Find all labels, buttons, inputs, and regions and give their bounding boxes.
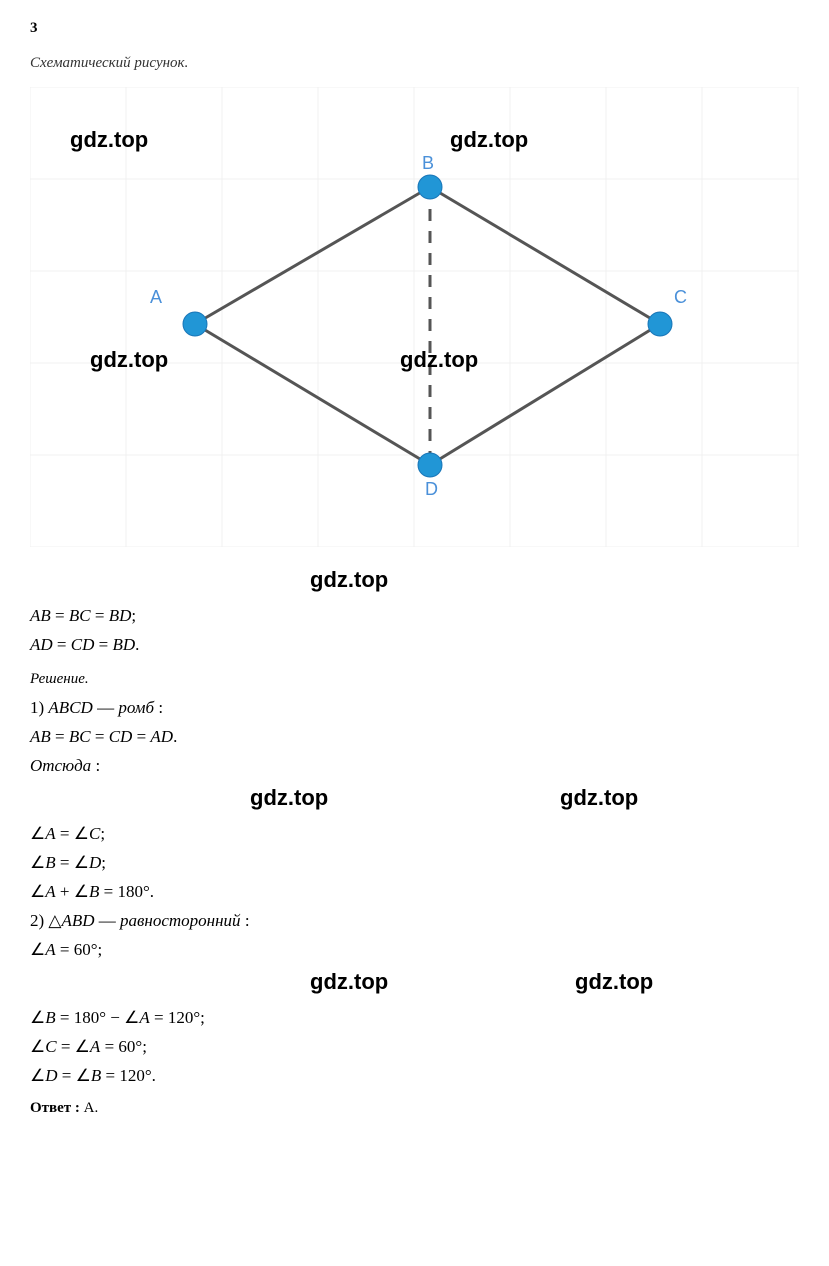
solution-line: ∠D = ∠B = 120°.	[30, 1066, 799, 1086]
solution-line: ∠A = ∠C;	[30, 824, 799, 844]
solution-line: AB = BC = CD = AD.	[30, 727, 799, 747]
watermark: gdz.top	[560, 785, 638, 811]
solution-line: ∠B = 180° − ∠A = 120°;	[30, 1008, 799, 1028]
answer-label: Ответ :	[30, 1100, 80, 1116]
given-line: AD = CD = BD.	[30, 635, 799, 655]
watermark: gdz.top	[250, 785, 328, 811]
solution-line: ∠C = ∠A = 60°;	[30, 1037, 799, 1057]
answer-line: Ответ : А.	[30, 1100, 799, 1117]
node-label-B: B	[422, 153, 434, 174]
diagram-container: ABCDgdz.topgdz.topgdz.topgdz.top	[30, 87, 799, 547]
watermark-row: gdz.top gdz.top	[30, 785, 799, 815]
node-label-C: C	[674, 287, 687, 308]
watermark: gdz.top	[575, 969, 653, 995]
node-label-A: A	[150, 287, 162, 308]
solution-header: Решение.	[30, 671, 799, 688]
given-line: AB = BC = BD;	[30, 606, 799, 626]
rhombus-diagram	[30, 87, 799, 547]
solution-line: Отсюда :	[30, 756, 799, 776]
solution-line: 1) ABCD — ромб :	[30, 698, 799, 718]
solution-line: ∠B = ∠D;	[30, 853, 799, 873]
watermark: gdz.top	[310, 969, 388, 995]
solution-block: 1) ABCD — ромб : AB = BC = CD = AD. Отсюда…	[30, 698, 799, 1086]
problem-number: 3	[30, 20, 799, 37]
answer-value: А.	[80, 1100, 98, 1116]
solution-line: 2) △ABD — равносторонний :	[30, 911, 799, 931]
node-label-D: D	[425, 479, 438, 500]
watermark: gdz.top	[310, 567, 388, 593]
given-block: AB = BC = BD; AD = CD = BD.	[30, 606, 799, 655]
diagram-caption: Схематический рисунок.	[30, 55, 799, 72]
solution-line: ∠A + ∠B = 180°.	[30, 882, 799, 902]
solution-line: ∠A = 60°;	[30, 940, 799, 960]
watermark-row: gdz.top	[30, 567, 799, 597]
watermark-row: gdz.top gdz.top	[30, 969, 799, 999]
